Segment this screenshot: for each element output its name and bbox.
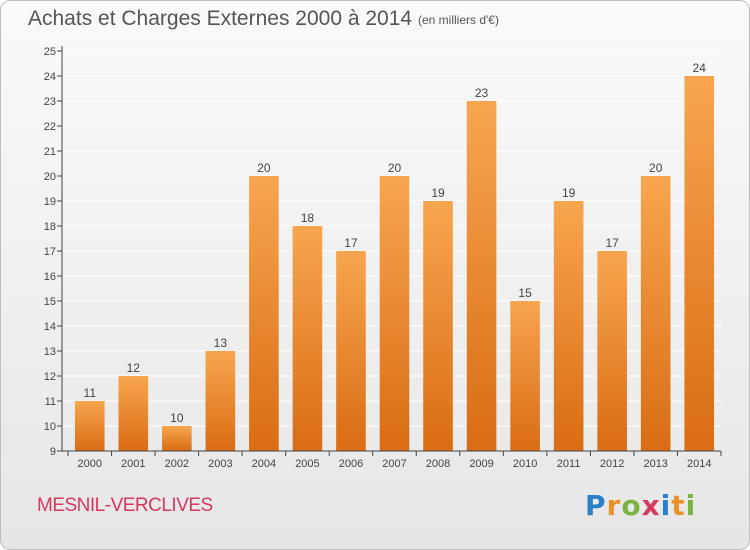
data-label: 23 (475, 86, 489, 100)
data-label: 20 (257, 161, 271, 175)
y-tick-label: 14 (44, 321, 56, 333)
y-tick-label: 11 (45, 396, 56, 408)
bar-2002 (162, 426, 192, 451)
data-label: 12 (127, 361, 141, 375)
data-label: 20 (388, 161, 402, 175)
x-tick-label: 2009 (469, 458, 493, 470)
bar-2009 (466, 101, 497, 451)
y-tick-label: 23 (44, 96, 56, 108)
bar-2011 (553, 201, 584, 451)
y-tick-label: 17 (44, 246, 56, 258)
bar-2012 (597, 251, 627, 451)
data-label: 20 (649, 161, 663, 175)
bar-2010 (510, 301, 540, 451)
bar-2003 (205, 351, 236, 451)
bar-2005 (292, 226, 323, 451)
y-tick-label: 9 (50, 446, 56, 458)
y-tick-label: 15 (44, 296, 56, 308)
data-label: 24 (693, 61, 707, 75)
y-tick-label: 10 (44, 421, 56, 433)
logo-letter: i (685, 489, 697, 522)
x-tick-label: 2002 (165, 458, 189, 470)
x-tick-label: 2013 (643, 458, 667, 470)
y-tick-label: 12 (44, 371, 56, 383)
x-tick-label: 2000 (78, 458, 102, 470)
axes (57, 46, 722, 456)
x-tick-label: 2008 (426, 458, 450, 470)
logo-letter: x (641, 489, 661, 522)
bar-2013 (640, 176, 671, 451)
x-tick-label: 2004 (252, 458, 276, 470)
chart-title: Achats et Charges Externes 2000 à 2014 (28, 7, 413, 30)
y-tick-label: 20 (44, 171, 56, 183)
data-label: 18 (301, 211, 315, 225)
bar-2008 (423, 201, 453, 451)
x-tick-label: 2001 (121, 458, 145, 470)
y-tick-label: 16 (44, 271, 56, 283)
data-label: 17 (605, 236, 619, 250)
data-label: 11 (84, 386, 97, 400)
data-label: 17 (344, 236, 358, 250)
bar-2001 (118, 376, 149, 451)
data-label: 10 (170, 411, 184, 425)
logo-letter: t (671, 489, 686, 522)
logo-letter: P (585, 489, 607, 522)
y-tick-label: 13 (44, 346, 56, 358)
logo-letter: o (621, 489, 642, 522)
commune-name: MESNIL-VERCLIVES (37, 495, 213, 516)
data-label: 19 (431, 186, 445, 200)
bar-2000 (74, 401, 105, 451)
data-label: 15 (518, 286, 532, 300)
x-tick-label: 2014 (687, 458, 711, 470)
y-tick-label: 25 (44, 46, 56, 58)
logo-letter: i (660, 489, 672, 522)
bar-2014 (684, 76, 715, 451)
logo-letter: r (606, 489, 622, 522)
y-tick-label: 24 (44, 71, 56, 83)
y-tick-label: 22 (44, 121, 56, 133)
x-tick-label: 2006 (339, 458, 363, 470)
x-tick-label: 2011 (557, 458, 581, 470)
y-tick-label: 19 (44, 196, 56, 208)
proxiti-logo: Proxiti (585, 489, 696, 522)
x-tick-label: 2003 (208, 458, 232, 470)
x-tick-label: 2012 (600, 458, 624, 470)
bar-2006 (336, 251, 366, 451)
x-tick-label: 2010 (513, 458, 537, 470)
y-tick-label: 21 (44, 146, 56, 158)
chart-subtitle: (en milliers d'€) (418, 13, 499, 27)
labels: 9 10 11 12 13 14 15 16 17 18 19 20 21 22 23 24 25 11 2000 1… (44, 46, 712, 470)
data-label: 19 (562, 186, 576, 200)
bars (74, 76, 715, 451)
bar-2004 (249, 176, 279, 451)
x-tick-label: 2007 (382, 458, 406, 470)
data-label: 13 (214, 336, 228, 350)
y-tick-label: 18 (44, 221, 56, 233)
bar-2007 (379, 176, 410, 451)
x-tick-label: 2005 (295, 458, 319, 470)
